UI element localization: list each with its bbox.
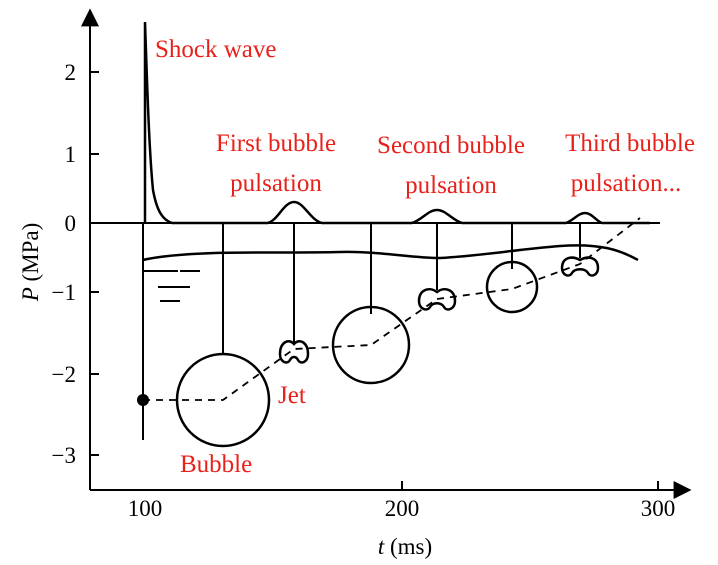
third-pulsation-label: pulsation... xyxy=(571,170,681,197)
third-pulsation-peak xyxy=(565,211,650,225)
water-surface xyxy=(142,244,639,302)
y-tick-label: 2 xyxy=(65,60,77,85)
bubble-circle-1 xyxy=(175,352,271,448)
annotations: Shock wave First bubble pulsation Second… xyxy=(155,36,695,478)
shock-wave-spike xyxy=(143,21,268,225)
shock-wave-label: Shock wave xyxy=(155,36,277,63)
first-pulsation-peak xyxy=(267,200,412,225)
jet-bubble-3 xyxy=(560,256,600,277)
bubbles xyxy=(137,256,600,448)
y-tick-label: −2 xyxy=(52,362,76,387)
jet-label: Jet xyxy=(278,382,306,409)
jet-bubble-2 xyxy=(417,288,457,311)
y-ticks xyxy=(90,71,99,456)
second-pulsation-peak xyxy=(411,208,566,225)
charge-dot xyxy=(137,394,149,406)
x-tick-label: 300 xyxy=(641,496,676,521)
x-ticks xyxy=(401,481,659,490)
bubble-label: Bubble xyxy=(180,451,252,478)
bubble-migration-path xyxy=(143,217,641,401)
y-tick-label: 1 xyxy=(65,142,77,167)
second-pulsation-label: pulsation xyxy=(405,172,497,199)
x-tick-label: 200 xyxy=(385,496,420,521)
axes: 2 1 0 −1 −2 −3 100 200 300 t (ms) P (MPa… xyxy=(18,8,692,559)
y-axis-title: P (MPa) xyxy=(18,223,43,303)
x-tick-label: 100 xyxy=(128,496,163,521)
second-pulsation-label: Second bubble xyxy=(377,132,525,159)
y-tick-label: −1 xyxy=(52,280,76,305)
x-axis-title: t (ms) xyxy=(378,534,432,559)
bubble-circle-3 xyxy=(485,260,539,314)
pressure-trace xyxy=(90,21,660,225)
connector-lines xyxy=(142,223,581,440)
y-tick-label: −3 xyxy=(52,443,76,468)
surface-curve xyxy=(142,244,639,262)
jet-bubble-1 xyxy=(278,340,310,364)
bubble-circle-2 xyxy=(331,305,411,385)
first-pulsation-label: pulsation xyxy=(230,170,322,197)
y-tick-label: 0 xyxy=(65,211,77,236)
first-pulsation-label: First bubble xyxy=(216,130,336,157)
third-pulsation-label: Third bubble xyxy=(565,130,695,157)
